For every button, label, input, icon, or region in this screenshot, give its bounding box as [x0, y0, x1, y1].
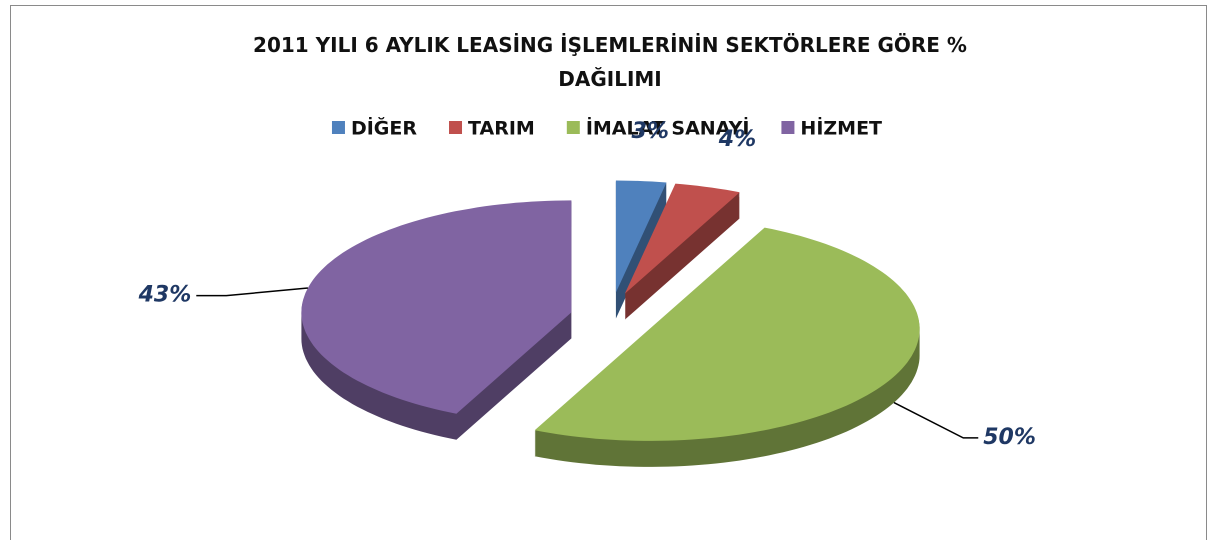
- data-label: 43%: [138, 283, 192, 308]
- leader-line: [196, 287, 308, 297]
- leader-line: [893, 401, 979, 439]
- slice: [624, 183, 740, 294]
- legend-label: İMALAT SANAYİ: [586, 116, 750, 140]
- legend-swatch: [566, 121, 580, 134]
- data-label: 50%: [983, 425, 1036, 450]
- legend-swatch: [331, 121, 345, 134]
- legend-label: DİĞER: [351, 116, 417, 140]
- chart-title: 2011 YILI 6 AYLIK LEASİNG İŞLEMLERİNİN S…: [253, 33, 967, 91]
- legend-label: HİZMET: [800, 116, 882, 140]
- slice-side: [624, 184, 740, 320]
- slice: [534, 227, 920, 441]
- data-label: 3%: [632, 119, 669, 144]
- slice: [301, 200, 572, 414]
- legend-swatch: [781, 121, 795, 134]
- data-label: 4%: [718, 127, 756, 152]
- chart-frame: [10, 5, 1207, 540]
- slice: [615, 180, 667, 293]
- legend-swatch: [449, 121, 463, 134]
- legend-label: TARIM: [468, 118, 535, 140]
